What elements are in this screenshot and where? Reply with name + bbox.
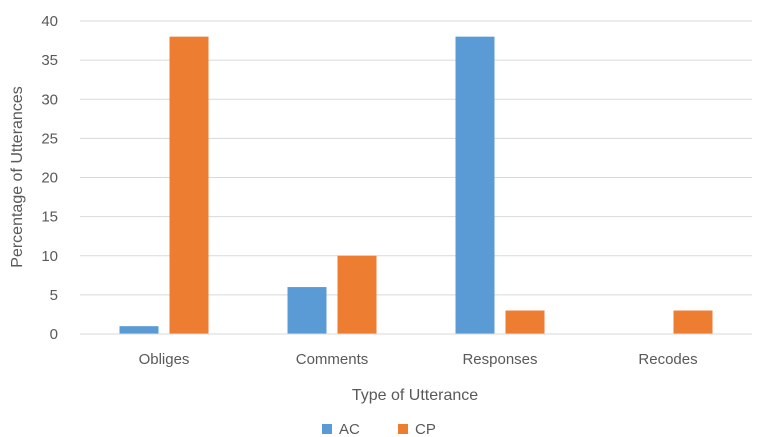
x-tick-label: Responses: [462, 351, 537, 368]
x-tick-label: Comments: [296, 351, 369, 368]
bar-ac-responses: [455, 36, 495, 335]
y-tick-label: 0: [50, 326, 58, 343]
y-tick-label: 30: [41, 91, 58, 108]
y-tick-label: 15: [41, 209, 58, 226]
y-tick-label: 40: [41, 13, 58, 30]
y-axis-tick-labels: 0 5 10 15 20 25 30 35 40: [41, 13, 58, 343]
y-tick-label: 10: [41, 248, 58, 265]
bar-cp-responses: [505, 310, 545, 334]
legend: AC CP: [322, 421, 436, 437]
x-axis-tick-labels: Obliges Comments Responses Recodes: [139, 351, 698, 368]
y-tick-label: 25: [41, 130, 58, 147]
y-tick-label: 20: [41, 170, 58, 187]
legend-label-cp: CP: [415, 421, 436, 437]
y-axis-title: Percentage of Utterances: [9, 86, 26, 267]
legend-swatch-cp: [398, 424, 408, 434]
bar-ac-comments: [287, 287, 327, 334]
legend-label-ac: AC: [339, 421, 360, 437]
legend-swatch-ac: [322, 424, 332, 434]
x-tick-label: Recodes: [638, 351, 697, 368]
bar-cp-obliges: [169, 36, 209, 335]
y-tick-label: 35: [41, 52, 58, 69]
bar-ac-obliges: [119, 326, 159, 334]
bar-cp-recodes: [673, 310, 713, 334]
x-axis-title: Type of Utterance: [352, 387, 478, 404]
bars: [119, 36, 713, 335]
bar-cp-comments: [337, 255, 377, 334]
y-tick-label: 5: [50, 287, 58, 304]
x-tick-label: Obliges: [139, 351, 190, 368]
